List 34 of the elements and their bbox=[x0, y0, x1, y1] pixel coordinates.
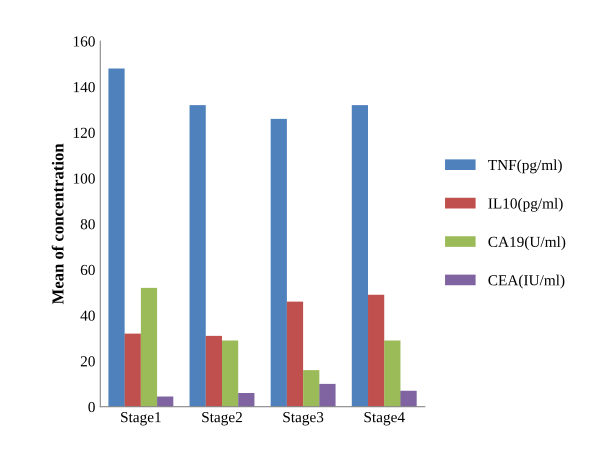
bar bbox=[352, 105, 368, 407]
y-tick-label: 100 bbox=[74, 173, 95, 184]
y-tick-label: 40 bbox=[80, 310, 95, 321]
x-tick-label: Stage1 bbox=[121, 412, 161, 426]
legend-label: CEA(IU/ml) bbox=[488, 274, 564, 289]
bar bbox=[238, 393, 254, 407]
bar bbox=[157, 396, 174, 407]
y-tick-label: 60 bbox=[80, 264, 95, 276]
bar bbox=[303, 370, 320, 407]
legend-label: CA19(U/ml) bbox=[488, 236, 566, 250]
bar bbox=[140, 288, 158, 407]
bar bbox=[222, 340, 238, 407]
bar bbox=[124, 334, 141, 407]
bar bbox=[368, 294, 384, 407]
y-tick-label: 140 bbox=[74, 82, 95, 92]
y-tick-label: 160 bbox=[74, 36, 95, 47]
x-tick-label: Stage3 bbox=[283, 412, 324, 426]
legend-label: TNF(pg/ml) bbox=[488, 159, 562, 174]
y-axis-title: Mean of concentration bbox=[52, 144, 64, 304]
y-tick-label: 20 bbox=[80, 356, 95, 366]
bar bbox=[319, 384, 336, 407]
bar bbox=[384, 340, 400, 407]
x-tick-label: Stage4 bbox=[364, 412, 405, 426]
y-tick-label: 120 bbox=[74, 128, 95, 138]
bar bbox=[286, 302, 304, 407]
y-tick-label: 0 bbox=[88, 402, 95, 412]
bar bbox=[190, 105, 206, 407]
legend-label: IL10(pg/ml) bbox=[488, 198, 563, 212]
bar bbox=[206, 336, 222, 407]
x-tick-label: Stage2 bbox=[202, 412, 242, 426]
bar bbox=[108, 68, 125, 407]
y-tick-label: 80 bbox=[80, 219, 95, 230]
bar bbox=[400, 390, 417, 407]
bar bbox=[270, 118, 287, 407]
